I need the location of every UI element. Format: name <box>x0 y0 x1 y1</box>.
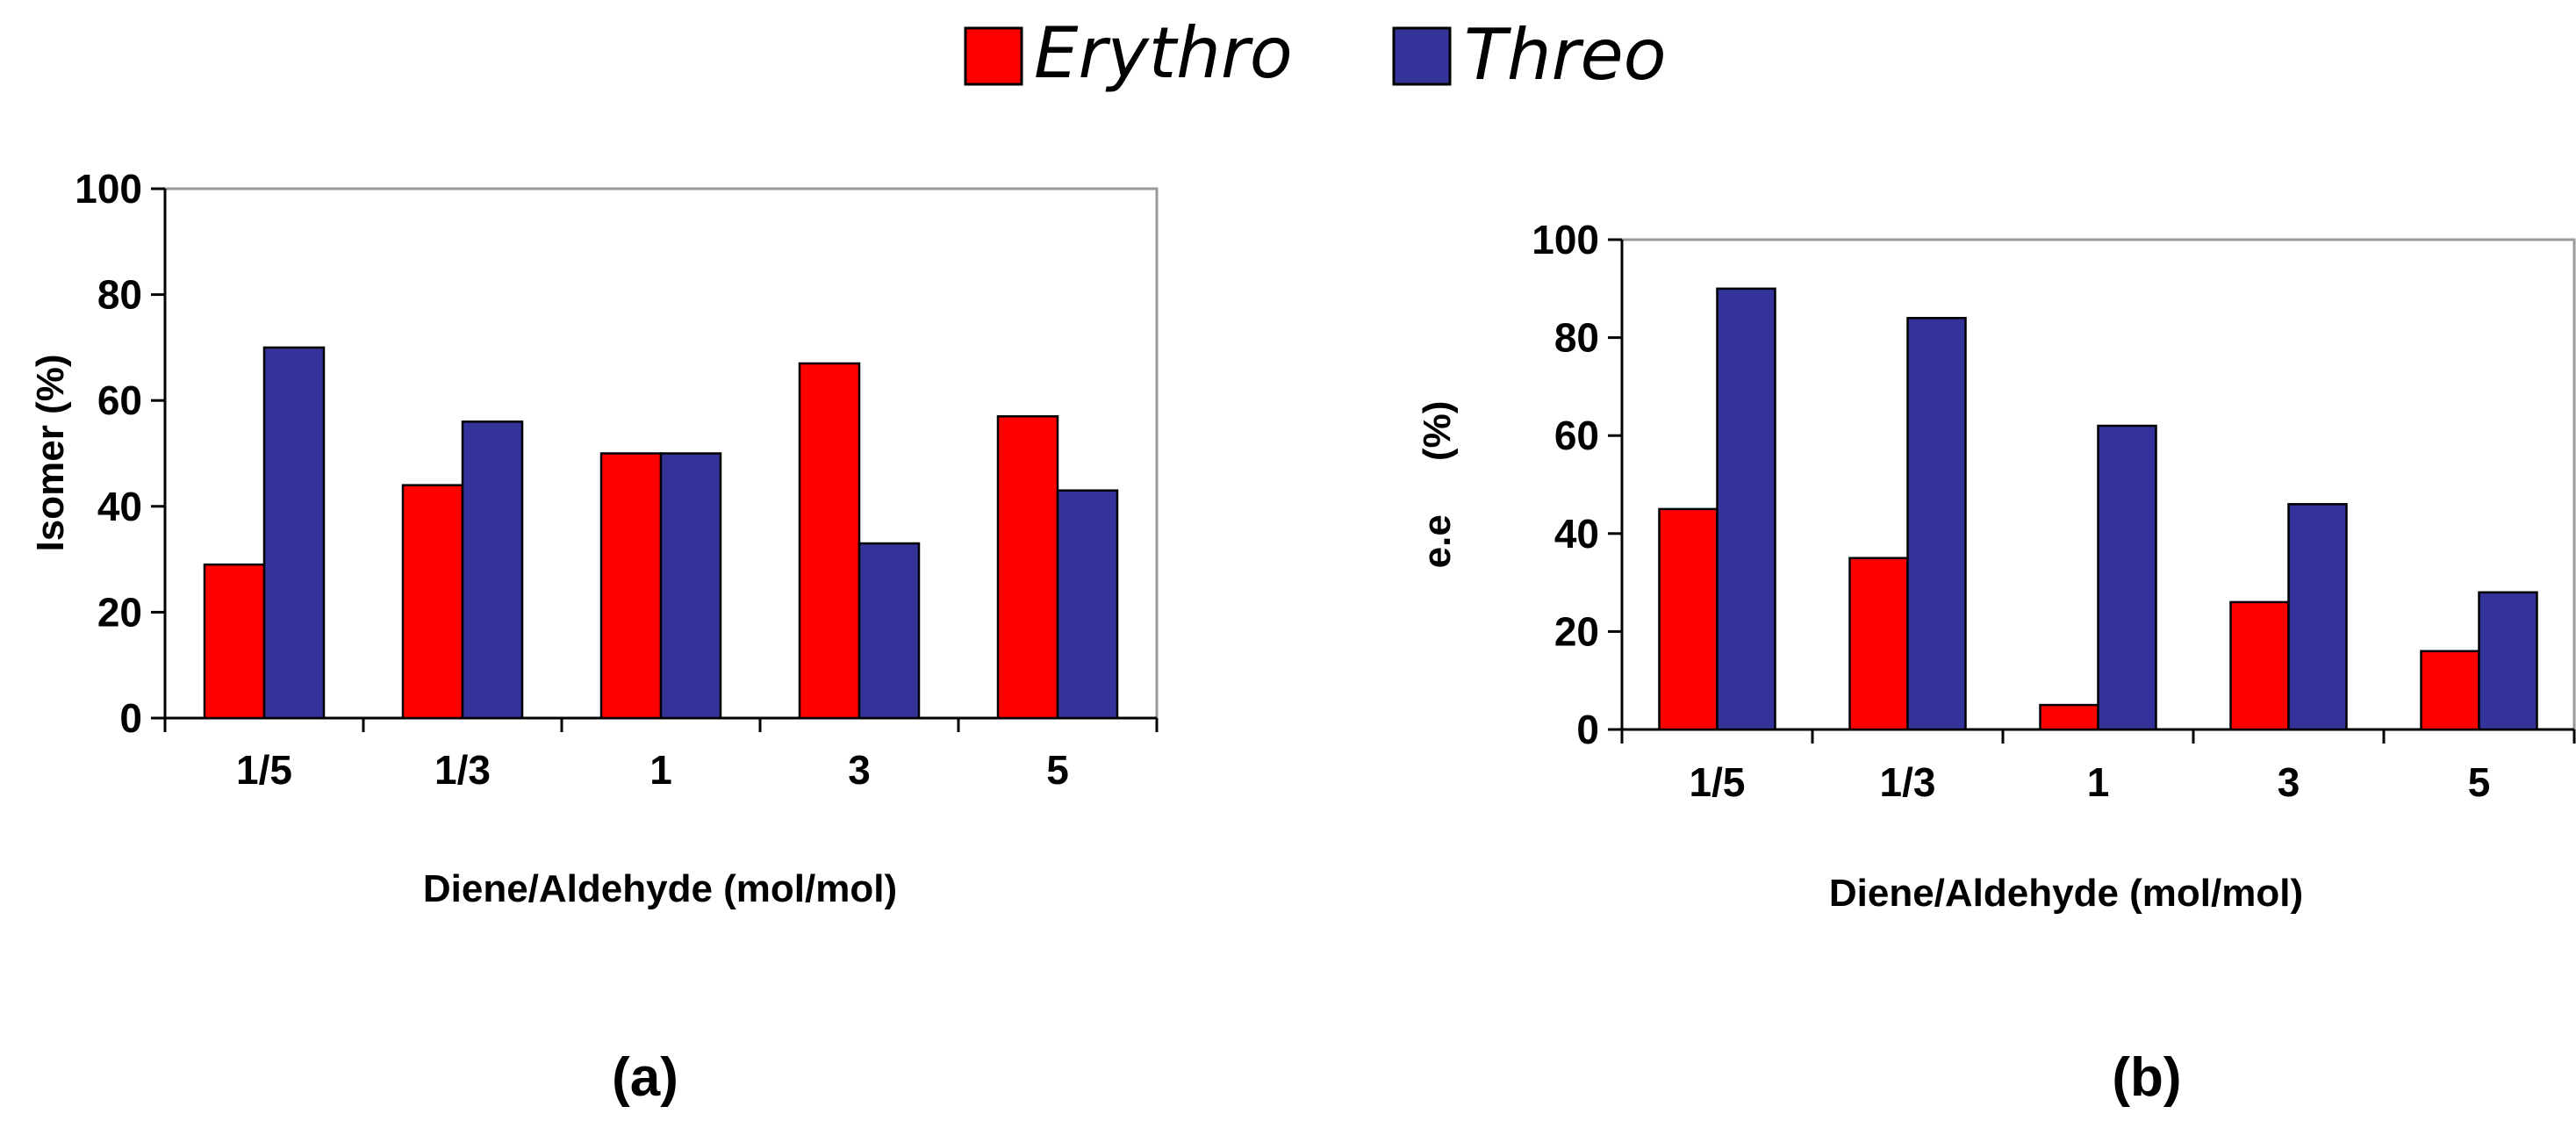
y-tick-label: 0 <box>119 695 142 741</box>
bars-b <box>1658 287 2538 731</box>
bar-threo-2 <box>1906 317 1967 731</box>
y-axis-label-b: e.e (%) <box>1416 401 1459 569</box>
bar-threo-4 <box>2287 503 2348 731</box>
x-tick-label: 1/3 <box>1880 759 1936 805</box>
y-tick-label: 0 <box>1576 707 1599 752</box>
x-tick-label: 5 <box>2468 759 2491 805</box>
x-tick-label: 3 <box>848 747 871 793</box>
y-tick-label: 40 <box>1554 511 1599 557</box>
tick-labels-b: 0 20 40 60 80 100 1/5 1/3 1 3 5 <box>1532 217 2490 805</box>
bar-erythro-2 <box>401 484 464 720</box>
legend-label-threo: Threo <box>1464 14 1667 96</box>
legend-label-erythro: Erythro <box>1034 12 1293 94</box>
y-tick-label: 60 <box>1554 413 1599 458</box>
bar-threo-1 <box>1716 287 1776 731</box>
bar-erythro-2 <box>1848 557 1909 731</box>
x-ticks-b <box>1620 729 2576 744</box>
y-tick-label: 80 <box>1554 315 1599 361</box>
y-tick-label: 80 <box>97 272 142 318</box>
panel-label-a: (a) <box>612 1047 678 1108</box>
x-tick-label: 1 <box>2087 759 2110 805</box>
y-tick-label: 60 <box>97 377 142 423</box>
y-tick-label: 100 <box>1532 217 1599 262</box>
legend: Erythro Threo <box>964 12 1667 96</box>
bar-erythro-4 <box>2229 600 2290 731</box>
bar-threo-2 <box>461 420 524 720</box>
y-tick-label: 20 <box>1554 608 1599 654</box>
chart-panel-a: 0 20 40 60 80 100 1/5 1/3 1 3 5 Isomer (%) Diene/A… <box>29 166 1159 1108</box>
bar-erythro-1 <box>1658 507 1719 731</box>
bar-erythro-3 <box>2039 703 2099 731</box>
bar-erythro-5 <box>2420 650 2480 731</box>
bar-erythro-3 <box>599 452 663 720</box>
bars-a <box>203 346 1119 720</box>
x-ticks-a <box>163 718 1159 732</box>
y-tick-label: 20 <box>97 589 142 635</box>
legend-swatch-erythro <box>964 26 1023 86</box>
x-tick-label: 1/5 <box>1690 759 1746 805</box>
bar-threo-3 <box>2097 424 2157 731</box>
bar-erythro-1 <box>203 563 266 720</box>
bar-threo-3 <box>659 452 722 720</box>
y-tick-label: 100 <box>75 166 142 212</box>
chart-panel-b: 0 20 40 60 80 100 1/5 1/3 1 3 5 e.e (%) Diene/Alde… <box>1416 217 2576 1108</box>
x-tick-label: 1/3 <box>434 747 491 793</box>
bar-threo-1 <box>262 346 326 720</box>
x-axis-label-a: Diene/Aldehyde (mol/mol) <box>423 867 897 910</box>
bar-erythro-4 <box>798 362 861 720</box>
y-tick-label: 40 <box>97 484 142 529</box>
bar-threo-5 <box>1056 489 1119 720</box>
panel-label-b: (b) <box>2112 1047 2181 1108</box>
x-tick-label: 1 <box>649 747 672 793</box>
bar-erythro-5 <box>996 415 1059 720</box>
y-ticks-b <box>1608 238 1622 731</box>
bar-threo-4 <box>857 542 921 720</box>
y-axis-label-a: Isomer (%) <box>29 355 72 552</box>
tick-labels-a: 0 20 40 60 80 100 1/5 1/3 1 3 5 <box>75 166 1069 793</box>
y-ticks-a <box>151 187 165 720</box>
x-axis-label-b: Diene/Aldehyde (mol/mol) <box>1829 872 2303 915</box>
bar-threo-5 <box>2478 591 2538 731</box>
x-tick-label: 5 <box>1046 747 1069 793</box>
x-tick-label: 3 <box>2278 759 2300 805</box>
legend-swatch-threo <box>1392 26 1452 86</box>
x-tick-label: 1/5 <box>236 747 292 793</box>
